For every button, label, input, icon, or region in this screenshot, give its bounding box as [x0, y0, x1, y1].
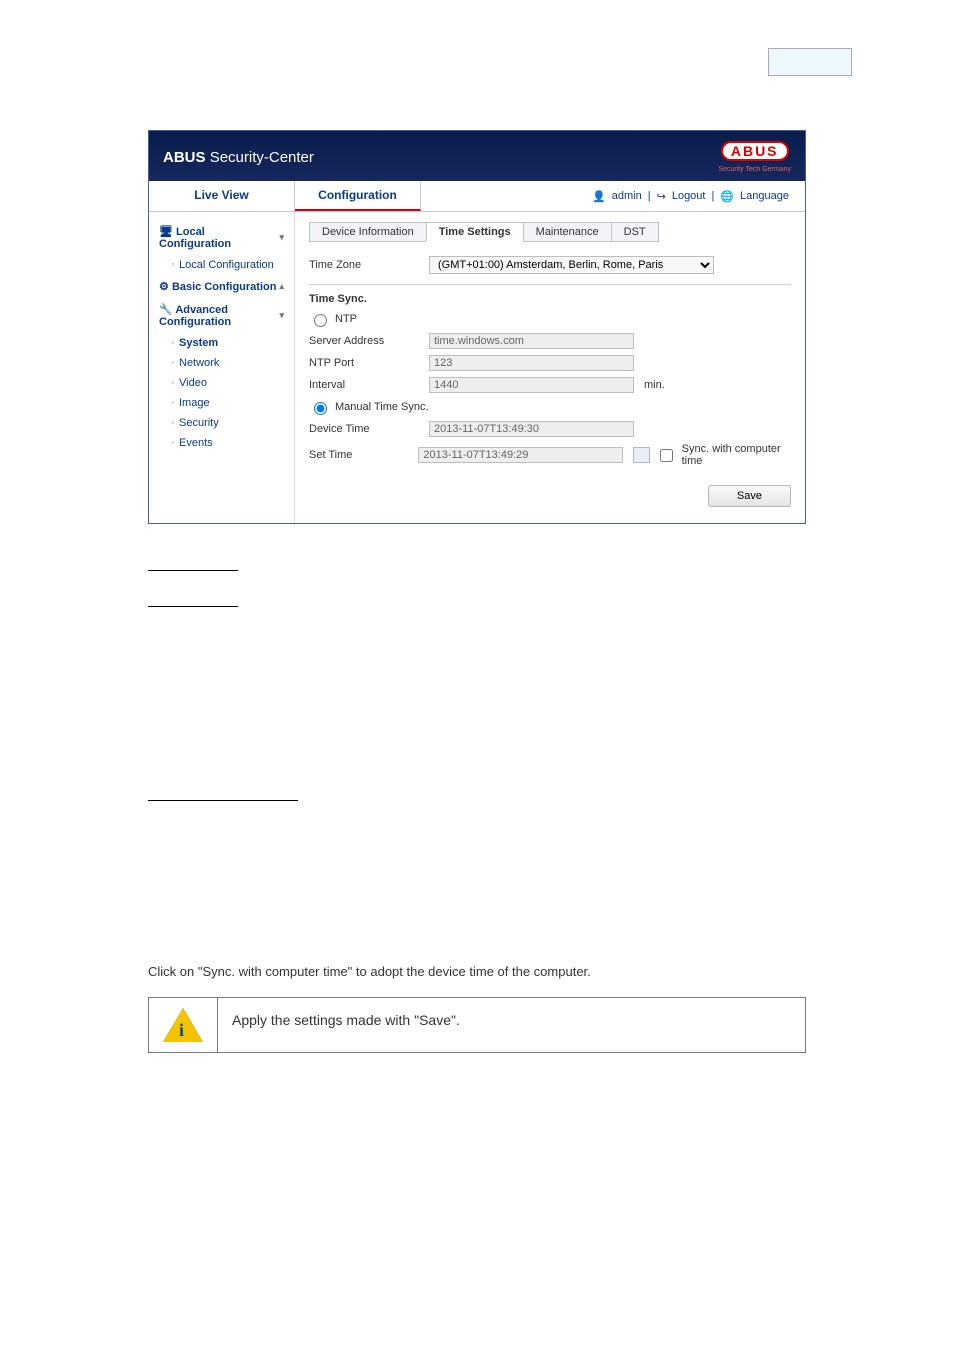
sidebar-group-local[interactable]: 🖥 Local Configuration ▾	[149, 220, 294, 255]
underline-rule	[148, 799, 298, 801]
tool-icon: 🔧	[159, 304, 173, 316]
underline-rule	[148, 605, 238, 607]
checkbox-sync-computer[interactable]	[660, 449, 673, 462]
folder-icon: 🖥	[159, 226, 173, 238]
sidebar-item-network[interactable]: ◦Network	[149, 353, 294, 373]
underline-rule	[148, 569, 238, 571]
app-title: ABUS Security-Center	[163, 149, 314, 166]
sidebar-group-advanced[interactable]: 🔧 Advanced Configuration ▾	[149, 298, 294, 333]
sidebar-group-basic[interactable]: ⚙ Basic Configuration ▴	[149, 275, 294, 298]
chevron-up-icon: ▴	[279, 281, 284, 292]
label-interval: Interval	[309, 379, 429, 391]
input-ntp-port[interactable]	[429, 355, 634, 371]
page-number-box	[768, 48, 852, 76]
chevron-down-icon: ▾	[279, 310, 284, 321]
sidebar-item-events[interactable]: ◦Events	[149, 433, 294, 453]
logout-link[interactable]: Logout	[672, 190, 706, 202]
brand-logo: ABUS Security Tech Germany	[718, 141, 791, 173]
sep: |	[648, 190, 651, 202]
tab-time-settings[interactable]: Time Settings	[426, 222, 524, 242]
body-text-line: Click on "Sync. with computer time" to a…	[148, 964, 806, 979]
language-link[interactable]: Language	[740, 190, 789, 202]
label-manual: Manual Time Sync.	[335, 401, 429, 413]
save-button[interactable]: Save	[708, 485, 791, 507]
gear-icon: ⚙	[159, 281, 169, 293]
label-ntp: NTP	[335, 313, 357, 325]
input-set-time[interactable]	[418, 447, 623, 463]
note-box: i Apply the settings made with "Save".	[148, 997, 806, 1053]
radio-manual[interactable]	[314, 402, 327, 415]
sidebar-item-local-conf[interactable]: ◦Local Configuration	[149, 255, 294, 275]
label-sync-computer: Sync. with computer time	[682, 443, 791, 467]
user-icon: 👤	[592, 190, 606, 203]
section-time-sync: Time Sync.	[309, 284, 791, 305]
select-timezone[interactable]: (GMT+01:00) Amsterdam, Berlin, Rome, Par…	[429, 256, 714, 274]
sidebar-item-security[interactable]: ◦Security	[149, 413, 294, 433]
admin-link[interactable]: admin	[612, 190, 642, 202]
language-icon: 🌐	[720, 190, 734, 203]
label-set-time: Set Time	[309, 449, 418, 461]
sidebar-item-video[interactable]: ◦Video	[149, 373, 294, 393]
tab-device-info[interactable]: Device Information	[309, 222, 427, 242]
tab-configuration[interactable]: Configuration	[295, 181, 421, 211]
warning-icon: i	[163, 1008, 203, 1042]
label-ntp-port: NTP Port	[309, 357, 429, 369]
sep: |	[711, 190, 714, 202]
radio-ntp[interactable]	[314, 314, 327, 327]
tab-live-view[interactable]: Live View	[149, 181, 295, 211]
label-timezone: Time Zone	[309, 259, 429, 271]
chevron-down-icon: ▾	[279, 232, 284, 243]
document-text: Click on "Sync. with computer time" to a…	[148, 560, 806, 1053]
input-device-time	[429, 421, 634, 437]
label-device-time: Device Time	[309, 423, 429, 435]
sidebar-item-image[interactable]: ◦Image	[149, 393, 294, 413]
tab-maintenance[interactable]: Maintenance	[523, 222, 612, 242]
note-text: Apply the settings made with "Save".	[218, 998, 805, 1052]
calendar-icon[interactable]	[633, 447, 649, 463]
logout-icon: ↪	[657, 190, 666, 203]
label-server-address: Server Address	[309, 335, 429, 347]
sidebar-item-system[interactable]: ◦System	[149, 333, 294, 353]
sidebar: 🖥 Local Configuration ▾ ◦Local Configura…	[149, 212, 295, 523]
input-server-address[interactable]	[429, 333, 634, 349]
label-interval-unit: min.	[634, 379, 744, 391]
screenshot-panel: ABUS Security-Center ABUS Security Tech …	[148, 130, 806, 524]
input-interval[interactable]	[429, 377, 634, 393]
tab-dst[interactable]: DST	[611, 222, 659, 242]
